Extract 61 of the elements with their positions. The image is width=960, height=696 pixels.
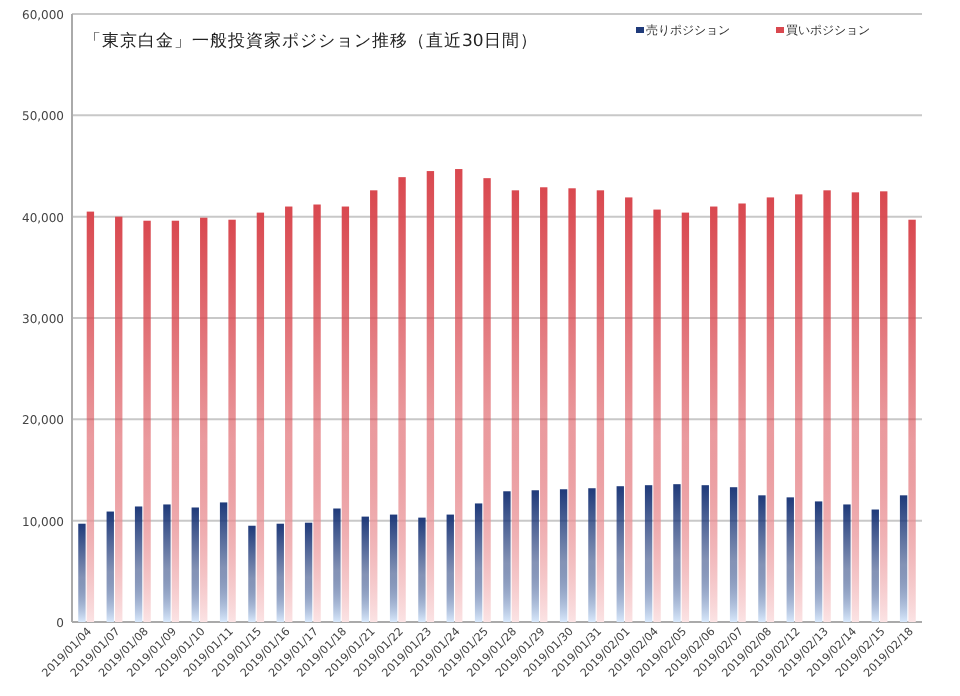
- bar: [446, 514, 454, 622]
- bar: [823, 190, 831, 622]
- bar: [710, 206, 718, 622]
- bar: [503, 491, 511, 622]
- bar: [426, 171, 435, 622]
- bar: [333, 508, 341, 622]
- bar: [588, 488, 596, 622]
- bar: [115, 216, 123, 622]
- bar: [908, 219, 916, 622]
- bar: [134, 506, 143, 622]
- bar: [681, 212, 690, 622]
- bar: [851, 192, 860, 622]
- bar: [795, 194, 803, 622]
- bar: [540, 187, 548, 622]
- bar: [398, 177, 406, 622]
- bar: [313, 204, 321, 622]
- bar: [701, 485, 709, 622]
- bar: [673, 484, 681, 622]
- bar: [644, 485, 653, 622]
- bar: [871, 509, 879, 622]
- bar: [758, 495, 766, 622]
- bar: [389, 514, 398, 622]
- bar: [531, 490, 539, 622]
- bar: [418, 517, 426, 622]
- bar: [511, 190, 520, 622]
- bar: [86, 211, 95, 622]
- bar: [370, 190, 378, 622]
- bar: [276, 523, 284, 622]
- bar: [228, 219, 236, 622]
- bar: [625, 197, 633, 622]
- bar: [106, 511, 114, 622]
- bar: [843, 504, 851, 622]
- bar: [341, 206, 350, 622]
- bar: [200, 217, 208, 622]
- bar: [568, 188, 576, 622]
- bar: [899, 495, 908, 622]
- bar: [653, 209, 661, 622]
- bar: [163, 504, 171, 622]
- text: 「東京白金」一般投資家ポジション推移（直近30日間）: [84, 30, 538, 52]
- bar: [596, 190, 605, 622]
- bar: [616, 486, 624, 622]
- bar: [361, 516, 369, 622]
- bar: [304, 522, 313, 622]
- bar: [78, 523, 86, 622]
- bar: [219, 502, 228, 622]
- bar: [191, 507, 199, 622]
- bar: [766, 197, 775, 622]
- bar: [455, 169, 463, 622]
- bar: [786, 497, 794, 622]
- bar: [474, 503, 483, 622]
- bar: [559, 489, 568, 622]
- bar: [248, 525, 256, 622]
- bar: [483, 178, 491, 622]
- bar: [814, 501, 823, 622]
- bar: [143, 220, 151, 622]
- bar: [880, 191, 888, 622]
- bar: [729, 487, 738, 622]
- bar: [256, 212, 265, 622]
- bar: [285, 206, 293, 622]
- bar: [171, 220, 180, 622]
- bar: [738, 203, 746, 622]
